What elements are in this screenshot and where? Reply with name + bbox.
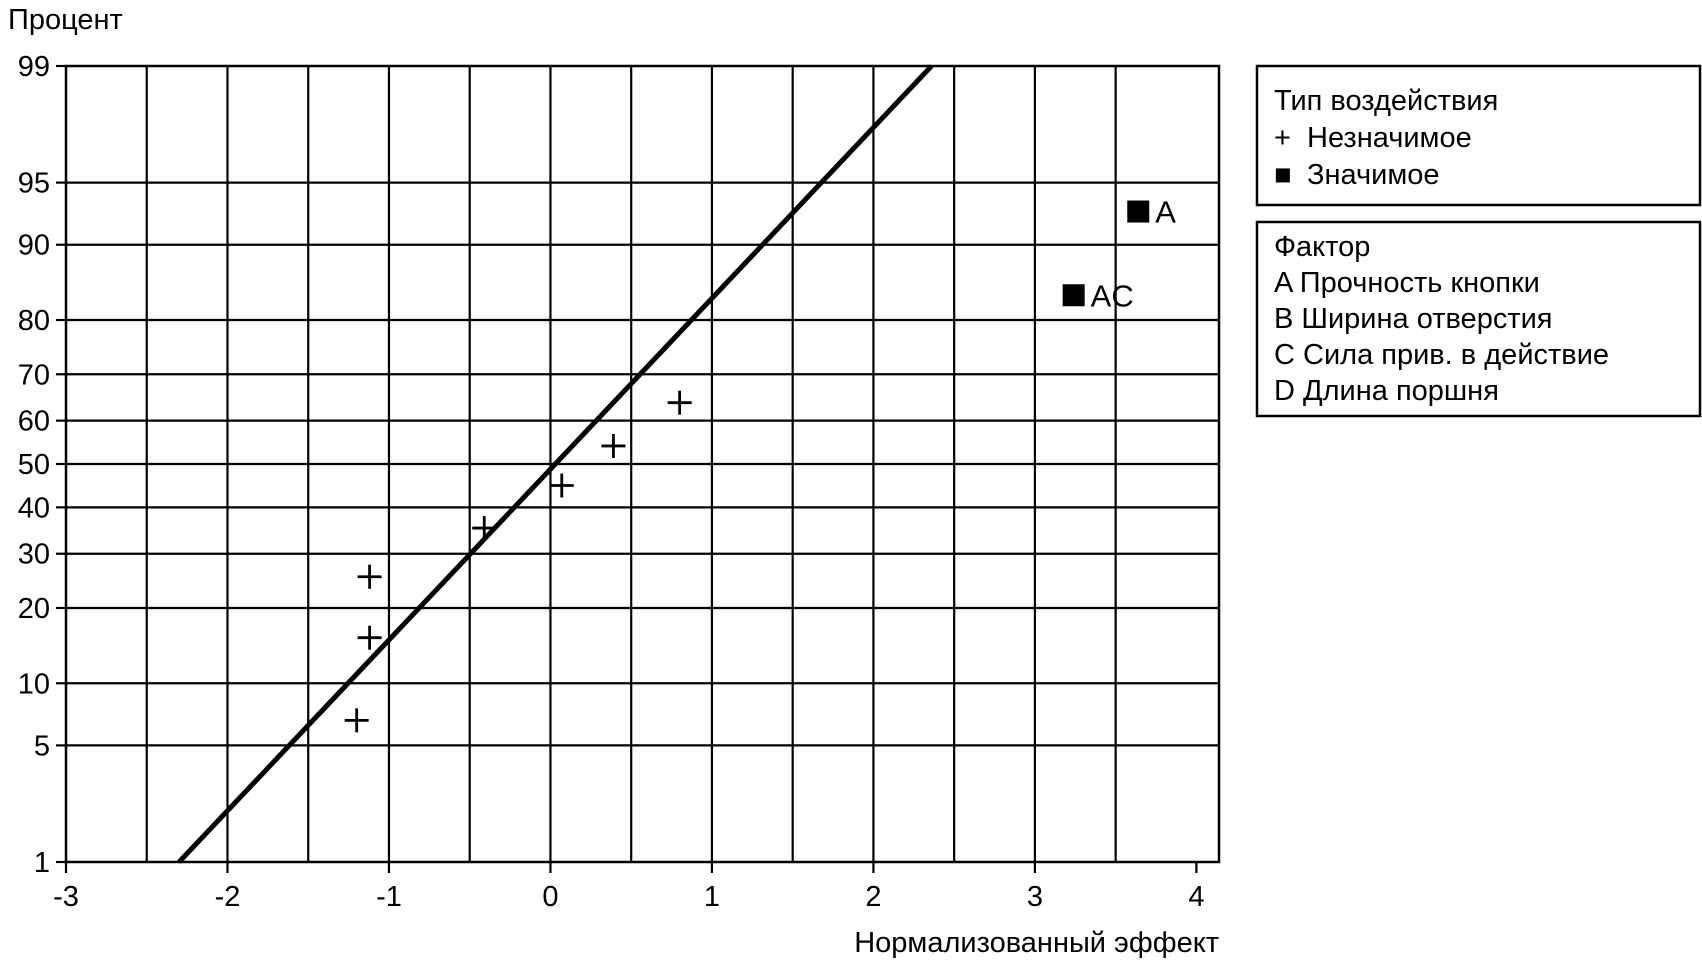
point-insignificant (601, 433, 626, 458)
point-insignificant (549, 473, 574, 498)
y-tick-label: 95 (18, 168, 50, 200)
legend-factor-item: C Сила прив. в действие (1274, 339, 1609, 371)
grid (66, 66, 1219, 862)
x-axis-title: Нормализованный эффект (854, 927, 1219, 959)
legend-factor (1255, 220, 1702, 418)
y-tick-label: 40 (18, 492, 50, 524)
legend-item-label: Незначимое (1307, 122, 1472, 154)
fit-line-group (177, 64, 934, 864)
y-tick-label: 90 (18, 230, 50, 262)
legend-plus-symbol: + (1274, 122, 1291, 154)
point-significant (1062, 284, 1085, 307)
y-axis-title: Процент (8, 4, 123, 36)
y-tick-label: 50 (18, 449, 50, 481)
x-tick-label: 4 (1188, 881, 1204, 913)
point-label: AC (1091, 278, 1134, 313)
x-tick-label: 3 (1027, 881, 1043, 913)
y-tick-label: 60 (18, 406, 50, 438)
y-tick-label: 80 (18, 305, 50, 337)
point-insignificant (472, 516, 497, 541)
legend-factor-item: D Длина поршня (1274, 375, 1499, 407)
y-tick-label: 99 (18, 51, 50, 83)
x-tick-label: 0 (542, 881, 558, 913)
point-insignificant (357, 625, 382, 650)
y-tick-label: 5 (34, 730, 50, 762)
legend-factor-item: B Ширина отверстия (1274, 303, 1553, 335)
x-tick-label: -2 (215, 881, 241, 913)
legend-effect-type-title: Тип воздействия (1274, 85, 1498, 117)
x-tick-label: -3 (53, 881, 79, 913)
axes: 1 5 10 20 30 40 50 60 70 80 90 95 99 -3 -2 -1 0 1 2 3 4 Проце… (8, 4, 1221, 959)
y-tick-label: 10 (18, 668, 50, 700)
fit-line (177, 64, 934, 864)
point-label: A (1155, 195, 1176, 230)
point-insignificant (667, 390, 692, 415)
legend-item-label: Значимое (1307, 159, 1440, 191)
legend-effect-type (1255, 64, 1702, 207)
legend-factor-item: A Прочность кнопки (1274, 267, 1540, 299)
y-tick-label: 70 (18, 359, 50, 391)
y-tick-label: 20 (18, 593, 50, 625)
legends: Тип воздействия + Незначимое ■ Значимое Факто… (1255, 64, 1702, 418)
x-tick-label: 2 (865, 881, 881, 913)
legend-square-symbol: ■ (1274, 159, 1292, 191)
data-points: A AC (344, 195, 1176, 733)
y-tick-label: 30 (18, 539, 50, 571)
point-insignificant (357, 564, 382, 589)
point-significant (1127, 200, 1150, 223)
x-tick-label: 1 (704, 881, 720, 913)
x-tick-label: -1 (376, 881, 402, 913)
legend-factor-title: Фактор (1274, 231, 1370, 263)
point-insignificant (344, 708, 369, 733)
y-tick-label: 1 (34, 847, 50, 879)
